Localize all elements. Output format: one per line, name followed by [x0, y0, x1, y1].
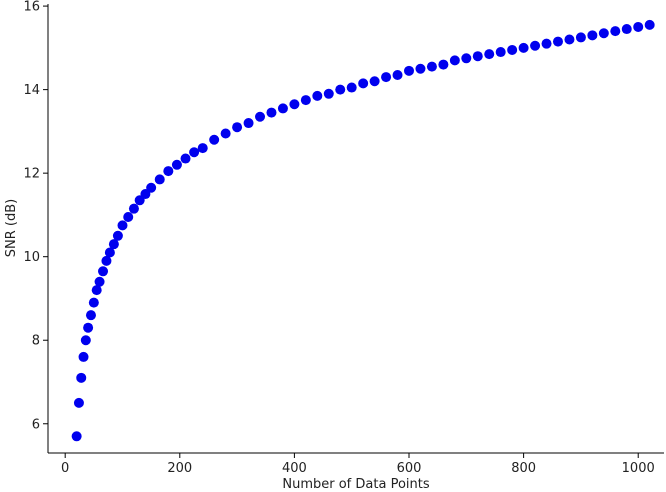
data-point — [85, 310, 96, 321]
x-tick-label: 1000 — [622, 461, 655, 476]
data-point — [518, 42, 529, 53]
data-point — [507, 44, 518, 55]
y-tick-label: 8 — [32, 334, 40, 349]
data-point — [472, 51, 483, 62]
data-point — [128, 203, 139, 214]
data-point — [369, 76, 380, 87]
data-point — [335, 84, 346, 95]
data-point — [426, 61, 437, 72]
data-point — [220, 128, 231, 139]
data-point — [80, 335, 91, 346]
data-point — [277, 103, 288, 114]
data-point — [575, 32, 586, 43]
data-point — [94, 276, 105, 287]
data-point — [83, 322, 94, 333]
data-point — [243, 118, 254, 129]
data-point — [587, 30, 598, 41]
data-point — [78, 351, 89, 362]
data-point — [312, 90, 323, 101]
data-point — [564, 34, 575, 45]
y-tick-label: 16 — [23, 0, 40, 15]
y-axis-ticks: 6 8 10 12 14 16 — [23, 0, 48, 432]
x-tick-label: 200 — [167, 461, 192, 476]
x-axis-ticks: 0 200 400 600 800 1000 — [61, 453, 655, 476]
data-point — [91, 285, 102, 296]
data-point — [163, 166, 174, 177]
data-point — [171, 159, 182, 170]
data-point — [300, 95, 311, 106]
x-tick-label: 800 — [511, 461, 536, 476]
data-point — [610, 26, 621, 37]
data-point — [76, 372, 87, 383]
y-tick-label: 14 — [23, 83, 40, 98]
data-point — [123, 212, 134, 223]
data-point — [346, 82, 357, 93]
data-point — [71, 431, 82, 442]
data-point — [598, 28, 609, 39]
data-point — [117, 220, 128, 231]
y-tick-label: 12 — [23, 167, 40, 182]
data-point — [88, 297, 99, 308]
data-point — [104, 247, 115, 258]
plot-points — [71, 19, 655, 442]
data-point — [404, 65, 415, 76]
data-point — [98, 266, 109, 277]
y-tick-label: 10 — [23, 250, 40, 265]
data-point — [633, 21, 644, 32]
data-point — [189, 147, 200, 158]
axes — [47, 4, 664, 454]
data-point — [621, 24, 632, 35]
data-point — [146, 182, 157, 193]
data-point — [112, 230, 123, 241]
data-point — [209, 134, 220, 145]
data-point — [530, 40, 541, 51]
data-point — [381, 72, 392, 83]
data-point — [101, 255, 112, 266]
data-point — [461, 53, 472, 64]
data-point — [180, 153, 191, 164]
data-point — [484, 49, 495, 60]
data-point — [255, 111, 266, 122]
data-point — [415, 63, 426, 74]
y-axis-label: SNR (dB) — [4, 199, 19, 257]
x-tick-label: 400 — [282, 461, 307, 476]
data-point — [449, 55, 460, 66]
data-point — [232, 122, 243, 133]
x-axis-label: Number of Data Points — [282, 477, 429, 492]
data-point — [644, 19, 655, 30]
data-point — [266, 107, 277, 118]
data-point — [289, 99, 300, 110]
data-point — [73, 397, 84, 408]
data-point — [154, 174, 165, 185]
data-point — [108, 239, 119, 250]
data-point — [323, 88, 334, 99]
data-point — [552, 36, 563, 47]
data-point — [438, 59, 449, 70]
data-point — [541, 38, 552, 49]
x-tick-label: 600 — [397, 461, 422, 476]
data-point — [392, 70, 403, 81]
data-point — [197, 143, 208, 154]
y-tick-label: 6 — [32, 417, 40, 432]
data-point — [358, 78, 369, 89]
data-point — [495, 47, 506, 58]
x-tick-label: 0 — [61, 461, 69, 476]
